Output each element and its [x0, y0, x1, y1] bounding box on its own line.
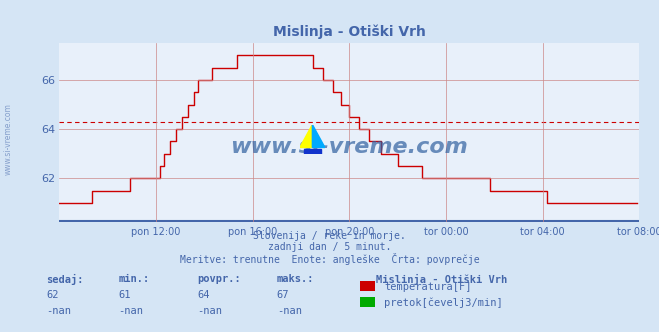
Title: Mislinja - Otiški Vrh: Mislinja - Otiški Vrh	[273, 25, 426, 39]
Text: sedaj:: sedaj:	[46, 274, 84, 285]
Text: 61: 61	[119, 290, 131, 300]
Text: -nan: -nan	[119, 306, 144, 316]
Text: Meritve: trenutne  Enote: angleške  Črta: povprečje: Meritve: trenutne Enote: angleške Črta: …	[180, 253, 479, 265]
Polygon shape	[312, 124, 325, 147]
Polygon shape	[304, 149, 321, 154]
Text: 67: 67	[277, 290, 289, 300]
Text: Mislinja - Otiški Vrh: Mislinja - Otiški Vrh	[376, 274, 507, 285]
Text: www.si-vreme.com: www.si-vreme.com	[231, 137, 468, 157]
Text: maks.:: maks.:	[277, 274, 314, 284]
Text: pretok[čevelj3/min]: pretok[čevelj3/min]	[384, 298, 503, 308]
Polygon shape	[300, 124, 312, 147]
Text: temperatura[F]: temperatura[F]	[384, 282, 472, 292]
Text: -nan: -nan	[198, 306, 223, 316]
Text: zadnji dan / 5 minut.: zadnji dan / 5 minut.	[268, 242, 391, 252]
Text: 64: 64	[198, 290, 210, 300]
Text: -nan: -nan	[46, 306, 71, 316]
Text: povpr.:: povpr.:	[198, 274, 241, 284]
Bar	[360, 297, 375, 307]
Text: 62: 62	[46, 290, 59, 300]
Text: www.si-vreme.com: www.si-vreme.com	[3, 104, 13, 175]
Text: -nan: -nan	[277, 306, 302, 316]
Text: Slovenija / reke in morje.: Slovenija / reke in morje.	[253, 231, 406, 241]
Text: min.:: min.:	[119, 274, 150, 284]
Bar	[360, 281, 375, 291]
